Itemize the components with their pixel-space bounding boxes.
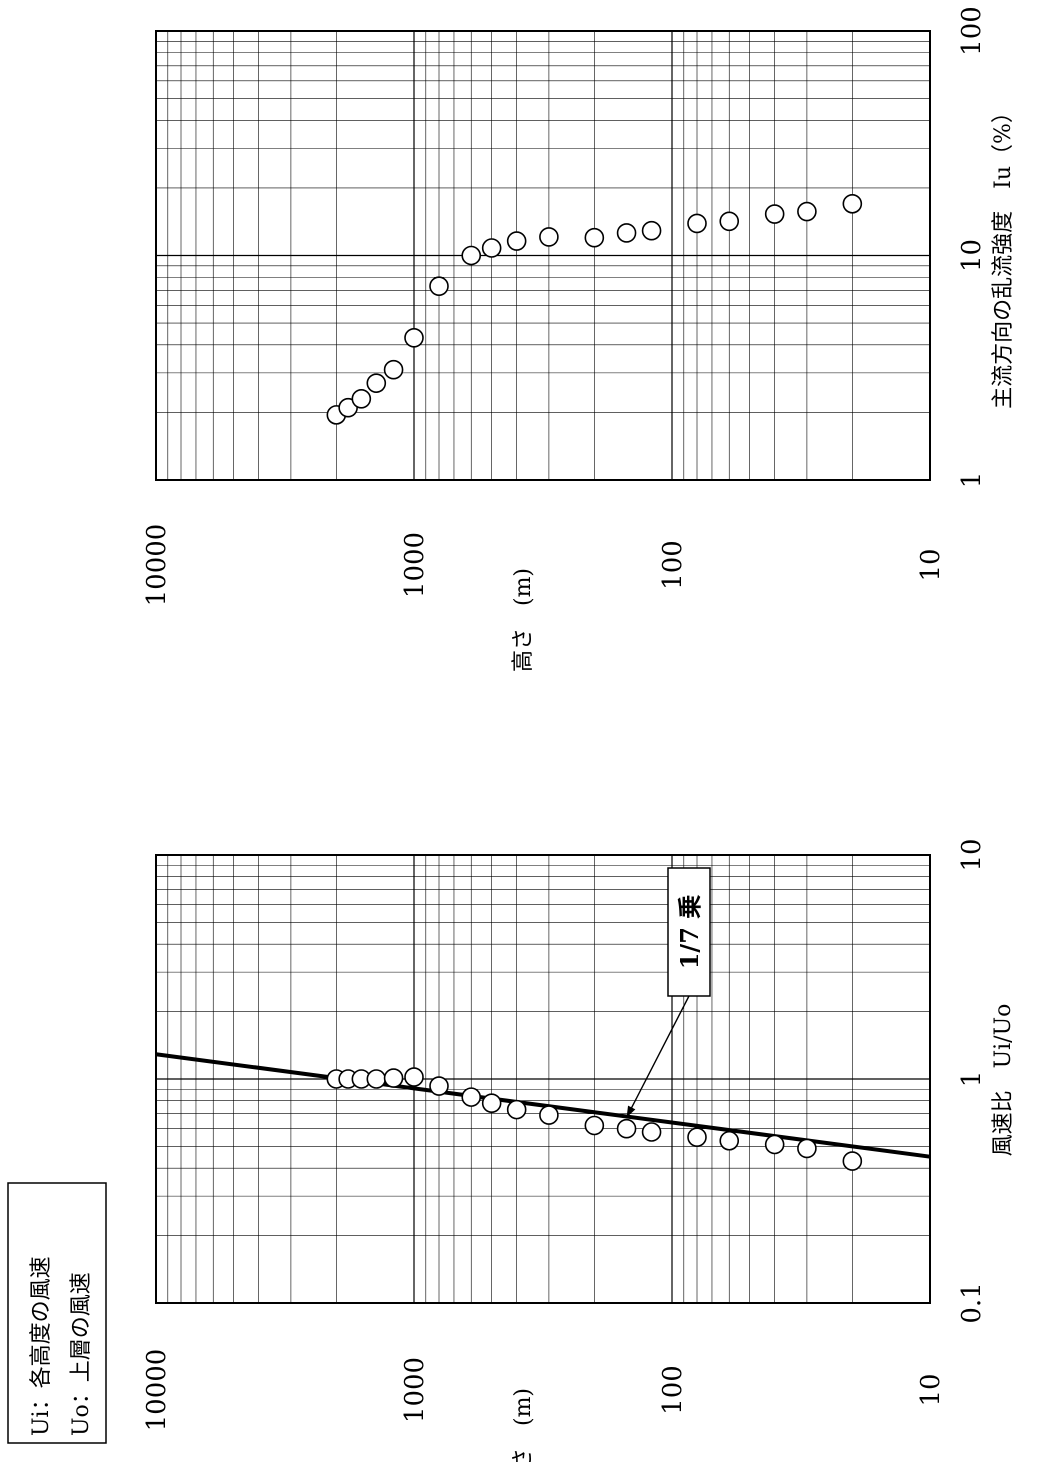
annotation: 1/7 乗 bbox=[625, 867, 711, 1118]
wind-speed-ratio-chart: 0.1 1 10 10 100 1000 10000 風速比 Ui/Uo 高さ (m) 1… bbox=[142, 838, 1016, 1462]
data-point bbox=[539, 227, 559, 247]
plot-frame bbox=[155, 854, 931, 1304]
data-point bbox=[506, 231, 527, 251]
data-point bbox=[461, 1087, 482, 1107]
x-axis-label: 風速比 Ui/Uo bbox=[991, 1004, 1016, 1157]
data-point bbox=[383, 1068, 404, 1088]
data-point bbox=[404, 1067, 424, 1087]
data-point bbox=[539, 1105, 559, 1125]
data-point bbox=[506, 1099, 527, 1120]
y-tick-label: 10 bbox=[916, 548, 946, 581]
y-tick-label: 1000 bbox=[400, 1357, 430, 1423]
data-point bbox=[383, 359, 404, 380]
data-point bbox=[366, 1069, 387, 1089]
legend-frame bbox=[7, 1182, 107, 1444]
data-point bbox=[481, 1093, 502, 1113]
y-axis-label: 高さ (m) bbox=[511, 1388, 536, 1462]
legend-line-2: Uo：上層の風速 bbox=[69, 1272, 94, 1436]
y-tick-label: 100 bbox=[658, 1365, 688, 1415]
data-point bbox=[461, 245, 482, 266]
x-tick-label: 10 bbox=[957, 239, 987, 272]
x-tick-labels: 1 10 100 bbox=[957, 6, 987, 488]
x-tick-label: 1 bbox=[957, 1071, 987, 1088]
annotation-box bbox=[667, 867, 711, 997]
data-point bbox=[719, 211, 740, 232]
annotation-arrow bbox=[625, 995, 690, 1118]
power-law-fit-line bbox=[155, 1052, 931, 1159]
turbulence-intensity-chart: 1 10 100 10 100 1000 10000 主流方向の乱流強度 Iu（%） 高さ… bbox=[142, 6, 1016, 672]
data-point bbox=[764, 204, 785, 224]
x-tick-label: 1 bbox=[957, 472, 987, 489]
data-point bbox=[351, 388, 372, 409]
data-point bbox=[481, 238, 502, 258]
x-tick-label: 10 bbox=[957, 838, 987, 871]
y-axis-label: 高さ (m) bbox=[511, 568, 536, 672]
x-tick-label: 100 bbox=[957, 6, 987, 56]
data-point bbox=[366, 373, 387, 393]
fit-line-group bbox=[155, 1052, 931, 1159]
y-tick-label: 10000 bbox=[142, 1349, 172, 1432]
y-tick-labels: 10 100 1000 10000 bbox=[142, 524, 946, 607]
data-point bbox=[797, 1138, 817, 1159]
annotation-arrow-head bbox=[626, 1105, 636, 1118]
y-tick-labels: 10 100 1000 10000 bbox=[142, 1349, 946, 1432]
data-point bbox=[429, 276, 449, 296]
data-points bbox=[326, 1067, 863, 1171]
data-point bbox=[797, 201, 817, 222]
data-points bbox=[326, 193, 863, 425]
data-point bbox=[719, 1130, 740, 1151]
data-point bbox=[584, 227, 605, 248]
data-point bbox=[404, 327, 424, 348]
x-tick-label: 0.1 bbox=[957, 1282, 987, 1323]
legend-box: Ui：各高度の風速 Uo：上層の風速 bbox=[7, 1182, 107, 1444]
data-point bbox=[616, 1118, 637, 1139]
data-point bbox=[687, 1127, 707, 1147]
data-point bbox=[641, 1122, 662, 1142]
y-tick-label: 10 bbox=[916, 1373, 946, 1406]
y-tick-label: 1000 bbox=[400, 532, 430, 598]
grid bbox=[156, 855, 931, 1304]
data-point bbox=[687, 213, 707, 234]
data-point bbox=[842, 1151, 863, 1171]
x-axis-label: 主流方向の乱流強度 Iu（%） bbox=[991, 101, 1016, 409]
data-point bbox=[616, 223, 637, 243]
data-point bbox=[764, 1134, 785, 1155]
grid bbox=[156, 31, 931, 481]
y-tick-label: 10000 bbox=[142, 524, 172, 607]
annotation-label: 1/7 乗 bbox=[675, 895, 704, 970]
plot-frame bbox=[155, 30, 931, 481]
data-point bbox=[641, 220, 662, 241]
y-tick-label: 100 bbox=[658, 540, 688, 590]
data-point bbox=[429, 1076, 449, 1096]
data-point bbox=[842, 193, 863, 214]
legend-line-1: Ui：各高度の風速 bbox=[29, 1256, 54, 1436]
data-point bbox=[584, 1115, 605, 1136]
x-tick-labels: 0.1 1 10 bbox=[957, 838, 987, 1323]
